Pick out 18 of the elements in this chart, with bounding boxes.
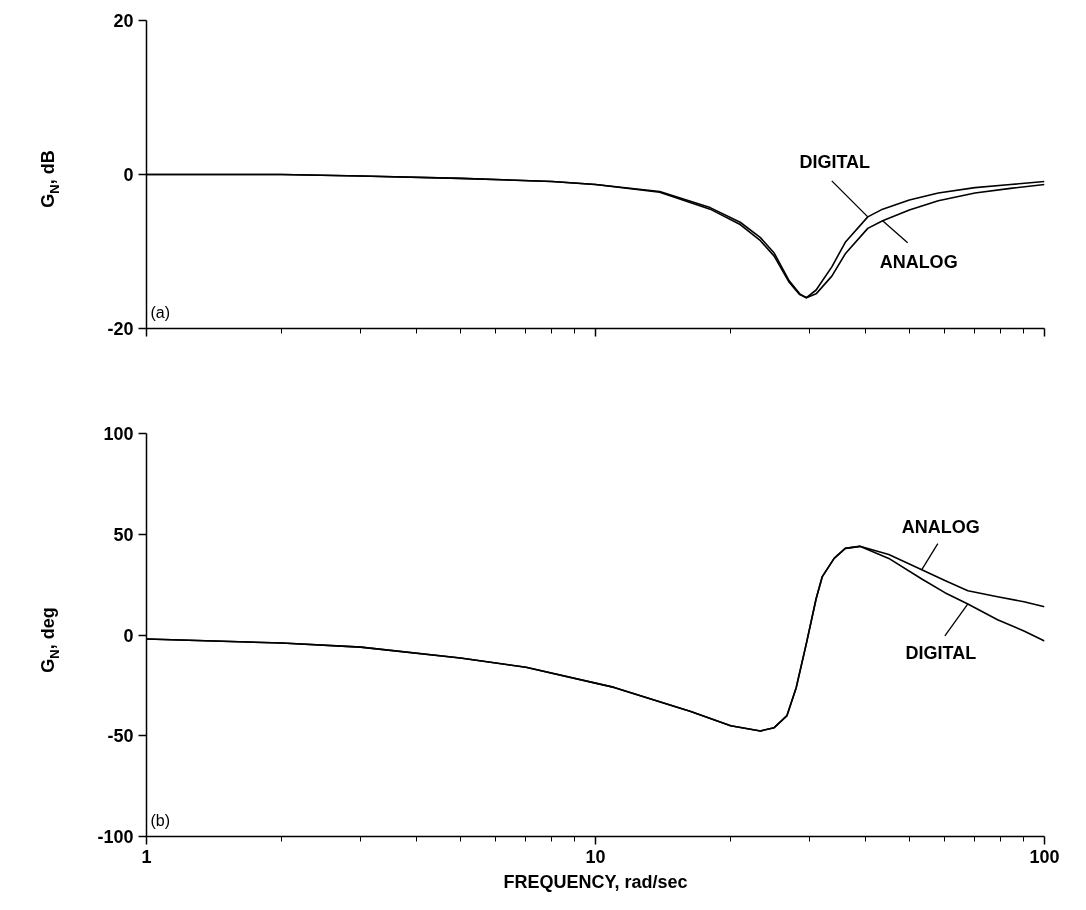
text: DIGITAL — [799, 151, 871, 172]
y-tick-label: 0 — [123, 165, 134, 185]
y-tick-label: -20 — [107, 319, 134, 339]
legend-label: DIGITAL — [905, 642, 977, 663]
annotation: (a) — [150, 304, 171, 321]
x-tick-label: 1 — [141, 846, 152, 867]
y-tick-label: 20 — [113, 11, 134, 31]
y-tick-label: 50 — [113, 524, 134, 545]
legend-label: ANALOG — [879, 251, 958, 272]
y-tick-label: -100 — [97, 827, 134, 847]
annotation: (b) — [150, 812, 171, 829]
y-tick-label: -50 — [107, 726, 134, 747]
y-tick-label: 0 — [123, 625, 134, 646]
x-axis-title: FREQUENCY, rad/sec — [503, 871, 688, 892]
y-tick-label: 100 — [103, 424, 134, 444]
x-tick-label: 10 — [585, 846, 606, 867]
x-tick-label: 100 — [1029, 846, 1060, 867]
series-label: ANALOG — [901, 516, 980, 537]
